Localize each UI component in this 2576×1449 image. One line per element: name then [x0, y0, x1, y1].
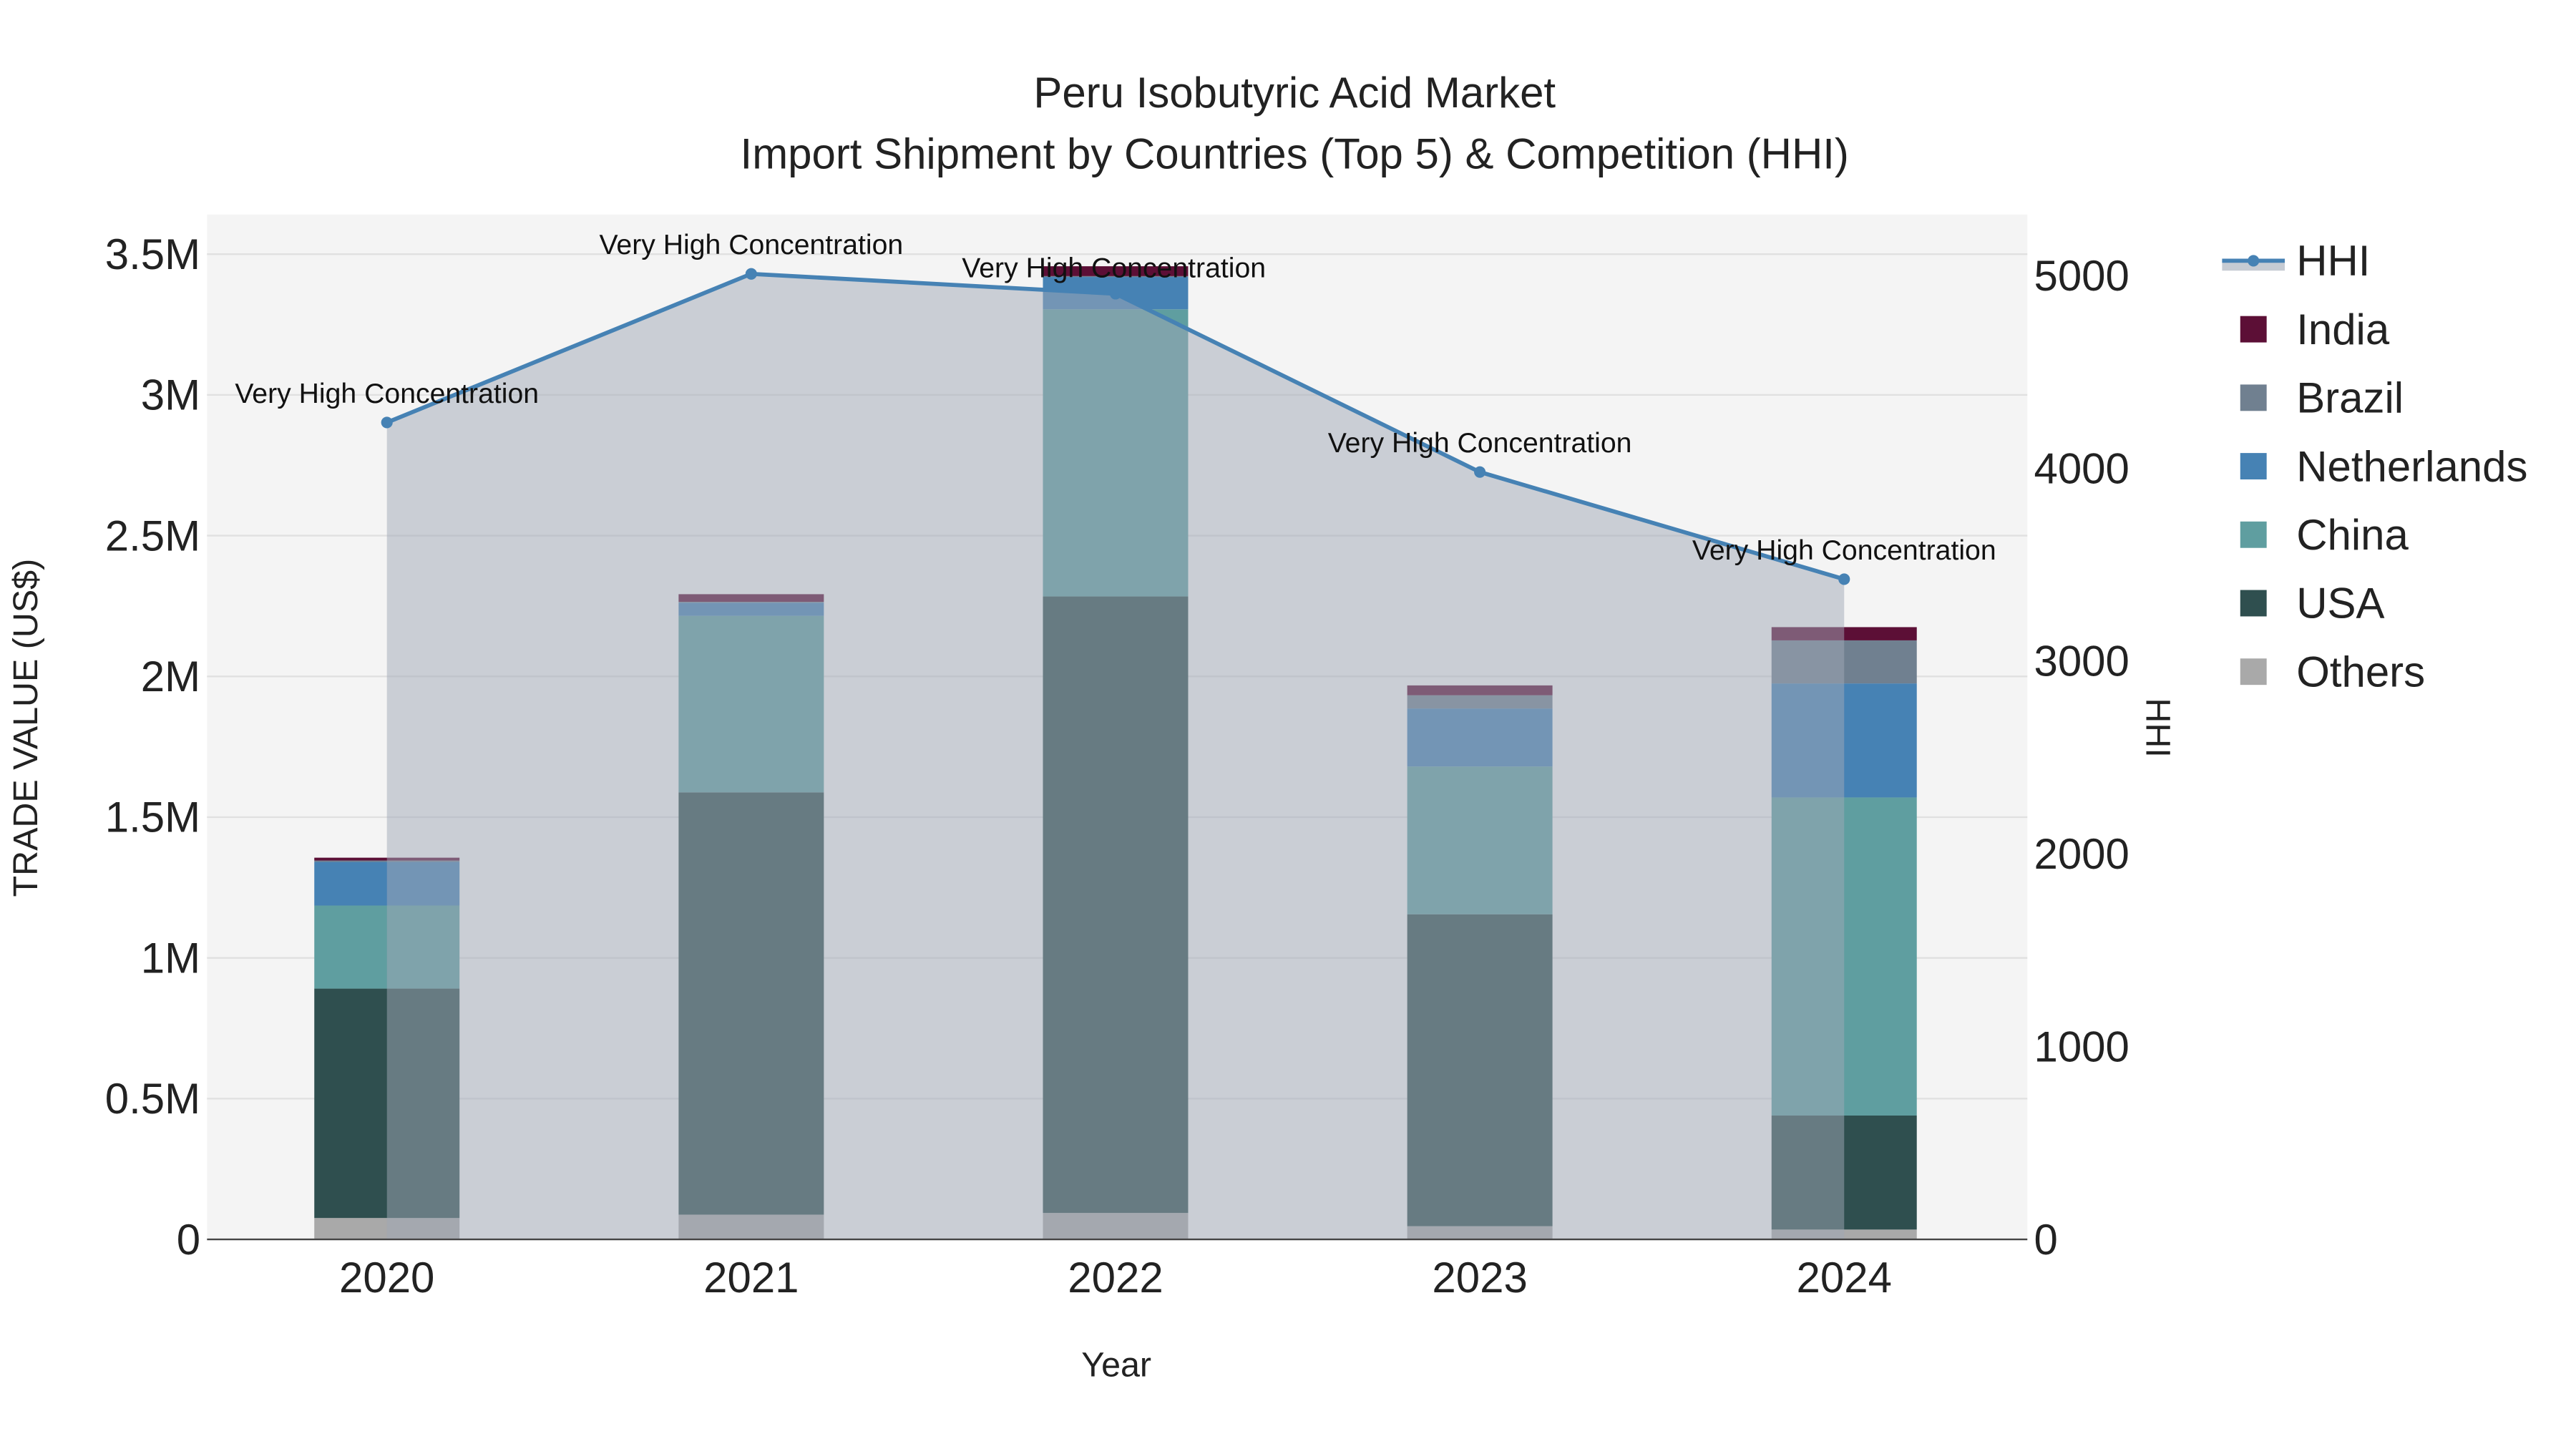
y-tick-label: 2.5M: [105, 512, 200, 560]
legend-swatch-usa: [2240, 590, 2267, 617]
legend-swatch-india: [2240, 316, 2267, 343]
x-tick-label: 2021: [703, 1254, 799, 1302]
legend-label: Brazil: [2296, 374, 2404, 422]
legend-swatch-others: [2240, 658, 2267, 686]
hhi-annotation: Very High Concentration: [599, 230, 903, 260]
legend-label: China: [2296, 511, 2409, 559]
x-tick-label: 2023: [1432, 1254, 1527, 1302]
legend-label: USA: [2296, 580, 2384, 628]
y-tick-label: 1.5M: [105, 794, 200, 841]
hhi-annotation: Very High Concentration: [1328, 428, 1632, 459]
y-tick-label: 2M: [141, 653, 200, 701]
y2-tick-label: 3000: [2034, 638, 2129, 686]
hhi-annotation: Very High Concentration: [235, 379, 539, 409]
y-tick-label: 3M: [141, 371, 200, 419]
legend-hhi-swatch-marker: [2248, 255, 2260, 267]
hhi-area: [386, 273, 1845, 1240]
y2-tick-label: 4000: [2034, 444, 2129, 492]
hhi-point-2023: [1474, 466, 1486, 478]
legend-swatch-brazil: [2240, 384, 2267, 411]
y2-axis-label: HHI: [2138, 698, 2177, 757]
chart-subtitle: Import Shipment by Countries (Top 5) & C…: [741, 130, 1849, 177]
bar-brazil-2022: [1043, 275, 1189, 278]
y-axis-label: TRADE VALUE (US$): [6, 559, 45, 897]
hhi-annotation: Very High Concentration: [962, 253, 1266, 283]
legend: HHI India Brazil Netherlands China USA Others: [2222, 237, 2527, 696]
x-axis-label: Year: [1081, 1346, 1151, 1385]
hhi-point-2021: [745, 268, 757, 280]
y-tick-label: 3.5M: [105, 230, 200, 278]
legend-label: Others: [2296, 648, 2425, 696]
y-tick-label: 1M: [141, 934, 200, 982]
legend-label: HHI: [2296, 237, 2370, 285]
y-tick-label: 0: [177, 1216, 200, 1264]
legend-label: India: [2296, 306, 2390, 353]
hhi-point-2022: [1109, 288, 1122, 300]
axes: 0 0.5M 1M 1.5M 2M 2.5M 3M 3.5M 0 1000 2000 3000 4000…: [105, 230, 2129, 1302]
hhi-series: Very High Concentration Very High Concent…: [235, 230, 1996, 1240]
hhi-point-2024: [1838, 573, 1850, 585]
legend-swatch-china: [2240, 521, 2267, 548]
x-tick-label: 2020: [339, 1254, 434, 1302]
hhi-point-2020: [381, 416, 393, 429]
legend-swatch-netherlands: [2240, 453, 2267, 480]
x-tick-label: 2022: [1068, 1254, 1163, 1302]
y2-tick-label: 2000: [2034, 830, 2129, 878]
bar-india-2022: [1043, 266, 1189, 276]
legend-label: Netherlands: [2296, 442, 2527, 490]
hhi-annotation: Very High Concentration: [1692, 535, 1996, 566]
y-tick-label: 0.5M: [105, 1075, 200, 1123]
y2-tick-label: 1000: [2034, 1023, 2129, 1070]
x-tick-label: 2024: [1797, 1254, 1892, 1302]
y2-tick-label: 5000: [2034, 252, 2129, 300]
y2-tick-label: 0: [2034, 1216, 2057, 1264]
chart-title: Peru Isobutyric Acid Market: [1033, 69, 1556, 117]
